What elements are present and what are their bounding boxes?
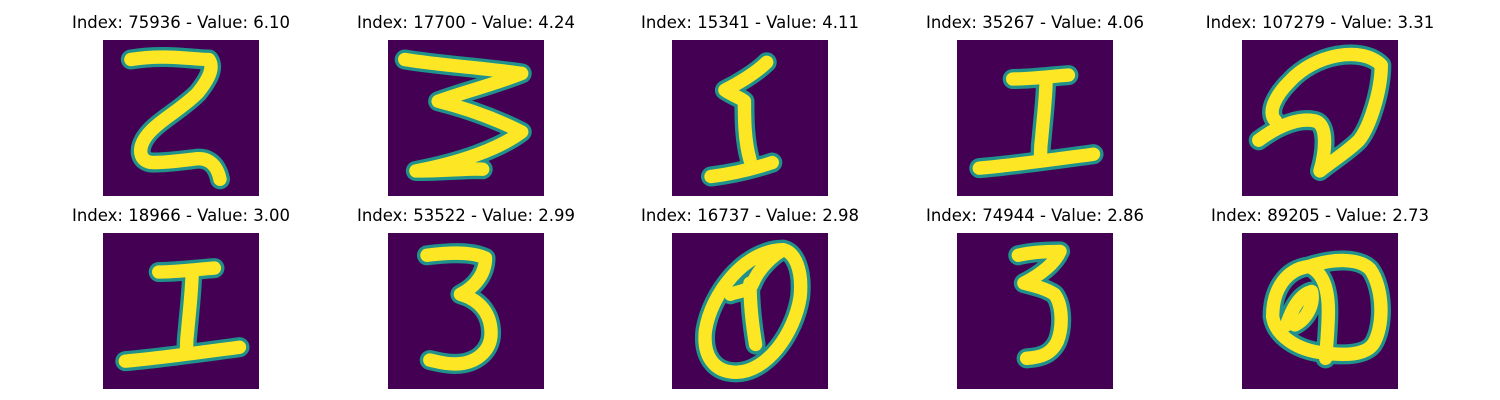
digit-image (672, 233, 828, 389)
value-number: 2.73 (1392, 206, 1430, 225)
glyph-stroke (1011, 244, 1068, 366)
value-number: 4.24 (538, 13, 576, 32)
index-label: Index: (1205, 13, 1262, 32)
value-number: 2.86 (1107, 206, 1145, 225)
digit-glyph (1008, 241, 1072, 369)
index-label: Index: (71, 13, 129, 32)
digit-panel: Index: 74944 - Value: 2.86 (895, 206, 1175, 396)
digit-glyph (1248, 44, 1392, 181)
panel-title: Index: 75936 - Value: 6.10 (41, 13, 321, 33)
digit-panel: Index: 53522 - Value: 2.99 (326, 206, 606, 396)
glyph-stroke (1033, 71, 1053, 161)
digit-glyph (694, 239, 811, 383)
digit-image (1242, 233, 1398, 389)
index-label: Index: (1210, 206, 1268, 225)
digit-panel: Index: 35267 - Value: 4.06 (895, 13, 1175, 203)
digit-image (957, 233, 1113, 389)
index-value: 75936 (128, 13, 181, 32)
digit-panel: Index: 15341 - Value: 4.11 (610, 13, 890, 203)
glyph-stroke (179, 264, 199, 354)
index-value: 107279 (1261, 13, 1325, 32)
digit-glyph (700, 52, 783, 187)
glyph-stroke (743, 276, 763, 352)
digit-image (957, 40, 1113, 196)
digit-image (388, 40, 544, 196)
value-label: - Value: (1319, 206, 1393, 225)
index-label: Index: (640, 206, 698, 225)
digit-glyph (115, 258, 250, 372)
glyph-stroke (972, 147, 1101, 175)
index-value: 16737 (697, 206, 750, 225)
index-value: 15341 (697, 13, 750, 32)
index-label: Index: (925, 206, 983, 225)
glyph-stroke (1265, 253, 1388, 366)
digit-glyph (1262, 250, 1391, 369)
value-label: - Value: (1034, 13, 1108, 32)
panel-title: Index: 89205 - Value: 2.73 (1180, 206, 1460, 226)
glyph-stroke (124, 50, 227, 186)
index-value: 35267 (982, 13, 1035, 32)
digit-panel: Index: 89205 - Value: 2.73 (1180, 206, 1460, 396)
digit-glyph (120, 46, 231, 190)
panel-title: Index: 16737 - Value: 2.98 (610, 206, 890, 226)
value-label: - Value: (749, 13, 823, 32)
index-label: Index: (925, 13, 983, 32)
digit-panel: Index: 75936 - Value: 6.10 (41, 13, 321, 203)
digit-glyph (969, 65, 1104, 179)
panel-title: Index: 17700 - Value: 4.24 (326, 13, 606, 33)
index-value: 89205 (1267, 206, 1320, 225)
glyph-stroke (704, 155, 779, 184)
index-label: Index: (71, 206, 129, 225)
glyph-stroke (118, 340, 247, 368)
glyph-stroke (1252, 47, 1388, 178)
value-number: 4.11 (822, 13, 860, 32)
index-value: 17700 (413, 13, 466, 32)
digit-image (672, 40, 828, 196)
index-value: 18966 (128, 206, 181, 225)
index-label: Index: (356, 206, 414, 225)
index-value: 53522 (413, 206, 466, 225)
digit-image (103, 233, 259, 389)
value-label: - Value: (1034, 206, 1108, 225)
value-label: - Value: (749, 206, 823, 225)
panel-title: Index: 107279 - Value: 3.31 (1180, 13, 1460, 33)
value-number: 6.10 (253, 13, 291, 32)
index-value: 74944 (982, 206, 1035, 225)
value-number: 4.06 (1107, 13, 1145, 32)
digit-image (103, 40, 259, 196)
digit-panel: Index: 107279 - Value: 3.31 (1180, 13, 1460, 203)
glyph-stroke (420, 246, 498, 371)
index-label: Index: (356, 13, 414, 32)
value-label: - Value: (1324, 13, 1398, 32)
digit-glyph (416, 243, 502, 374)
digit-glyph (394, 49, 532, 181)
digit-image (1242, 40, 1398, 196)
digit-panel: Index: 18966 - Value: 3.00 (41, 206, 321, 396)
panel-title: Index: 18966 - Value: 3.00 (41, 206, 321, 226)
value-number: 3.00 (253, 206, 291, 225)
digit-panel: Index: 16737 - Value: 2.98 (610, 206, 890, 396)
value-label: - Value: (465, 206, 539, 225)
digit-panel: Index: 17700 - Value: 4.24 (326, 13, 606, 203)
value-label: - Value: (180, 13, 254, 32)
value-number: 2.99 (538, 206, 576, 225)
digit-image (388, 233, 544, 389)
panel-title: Index: 53522 - Value: 2.99 (326, 206, 606, 226)
value-label: - Value: (180, 206, 254, 225)
glyph-stroke (398, 52, 529, 178)
value-number: 2.98 (822, 206, 860, 225)
panel-title: Index: 74944 - Value: 2.86 (895, 206, 1175, 226)
value-label: - Value: (465, 13, 539, 32)
glyph-stroke (718, 55, 774, 167)
index-label: Index: (640, 13, 698, 32)
panel-title: Index: 15341 - Value: 4.11 (610, 13, 890, 33)
glyph-stroke (1279, 284, 1319, 332)
value-number: 3.31 (1397, 13, 1435, 32)
panel-title: Index: 35267 - Value: 4.06 (895, 13, 1175, 33)
